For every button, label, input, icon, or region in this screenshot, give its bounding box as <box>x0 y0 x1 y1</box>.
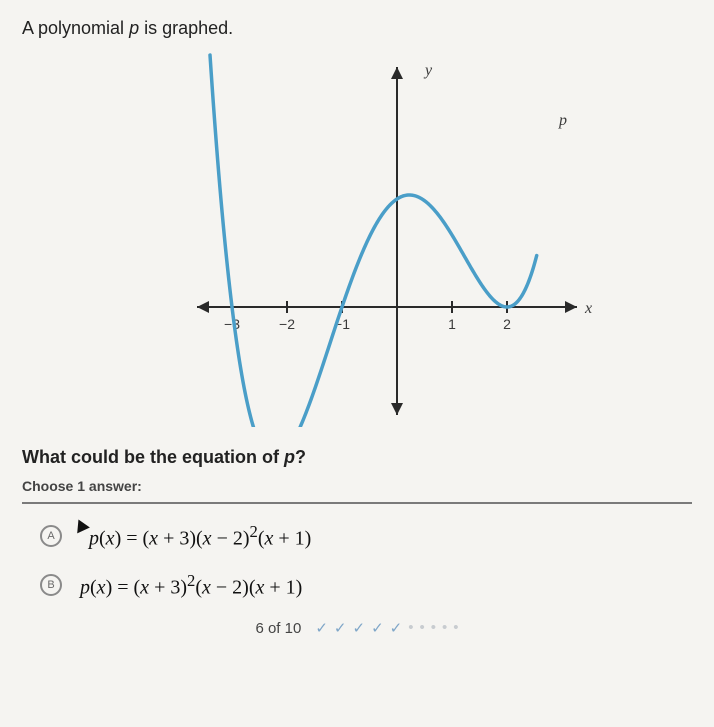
prompt-prefix: A polynomial <box>22 18 129 38</box>
prompt-var: p <box>129 18 139 38</box>
svg-text:1: 1 <box>448 316 456 332</box>
svg-text:2: 2 <box>503 316 511 332</box>
answer-option-b[interactable]: B p(x) = (x + 3)2(x − 2)(x + 1) <box>40 571 692 600</box>
progress-label: 6 of 10 <box>255 620 301 637</box>
radio-b-letter: B <box>47 579 54 591</box>
radio-a-letter: A <box>47 530 54 542</box>
radio-a[interactable]: A <box>40 525 62 547</box>
question-text: What could be the equation of p? <box>22 447 692 468</box>
question-suffix: ? <box>295 447 306 467</box>
question-var: p <box>284 447 295 467</box>
progress-checks: ✓✓✓✓✓••••• <box>315 619 458 637</box>
polynomial-graph: −3−2−112yxp <box>107 47 607 427</box>
svg-text:−2: −2 <box>279 316 295 332</box>
prompt-suffix: is graphed. <box>139 18 233 38</box>
svg-text:p: p <box>558 112 567 129</box>
graph-container: −3−2−112yxp <box>107 47 607 427</box>
answer-a-formula: p(x) = (x + 3)(x − 2)2(x + 1) <box>80 522 311 551</box>
question-prefix: What could be the equation of <box>22 447 284 467</box>
answers-list: A p(x) = (x + 3)(x − 2)2(x + 1) B p(x) =… <box>22 522 692 599</box>
svg-text:x: x <box>584 300 592 317</box>
divider <box>22 502 692 504</box>
progress-indicator: 6 of 10 ✓✓✓✓✓••••• <box>22 619 692 637</box>
prompt-text: A polynomial p is graphed. <box>22 18 692 39</box>
answer-option-a[interactable]: A p(x) = (x + 3)(x − 2)2(x + 1) <box>40 522 692 551</box>
radio-b[interactable]: B <box>40 574 62 596</box>
cursor-icon <box>72 516 90 533</box>
svg-text:y: y <box>423 62 433 79</box>
answer-b-formula: p(x) = (x + 3)2(x − 2)(x + 1) <box>80 571 302 600</box>
choose-label: Choose 1 answer: <box>22 478 692 494</box>
